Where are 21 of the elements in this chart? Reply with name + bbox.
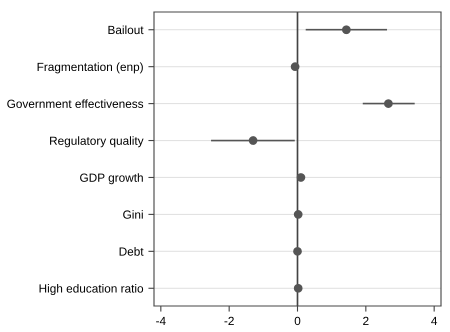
y-tick-label: GDP growth: [80, 173, 143, 184]
y-tick-label: Bailout: [108, 25, 144, 34]
y-tick-label: Debt: [120, 247, 144, 256]
point: [290, 62, 300, 72]
x-tick-label: 2: [363, 316, 369, 325]
x-tick-label: 0: [294, 316, 300, 326]
point: [384, 99, 393, 108]
y-tick-label: Government effectiveness: [7, 99, 144, 108]
point: [342, 25, 351, 34]
point: [296, 173, 306, 182]
y-tick-label: High education ratio: [40, 284, 144, 295]
y-tick-label: Fragmentation (enp): [38, 62, 143, 74]
x-tick-label: -2: [224, 316, 234, 325]
x-tick-label: -4: [156, 316, 166, 325]
x-tick-label: 4: [431, 316, 438, 325]
y-tick-label: Gini: [123, 210, 143, 219]
point: [294, 284, 303, 293]
point: [294, 210, 303, 219]
point: [293, 246, 302, 256]
point: [248, 136, 258, 145]
y-tick-label: Regulatory quality: [50, 136, 144, 148]
